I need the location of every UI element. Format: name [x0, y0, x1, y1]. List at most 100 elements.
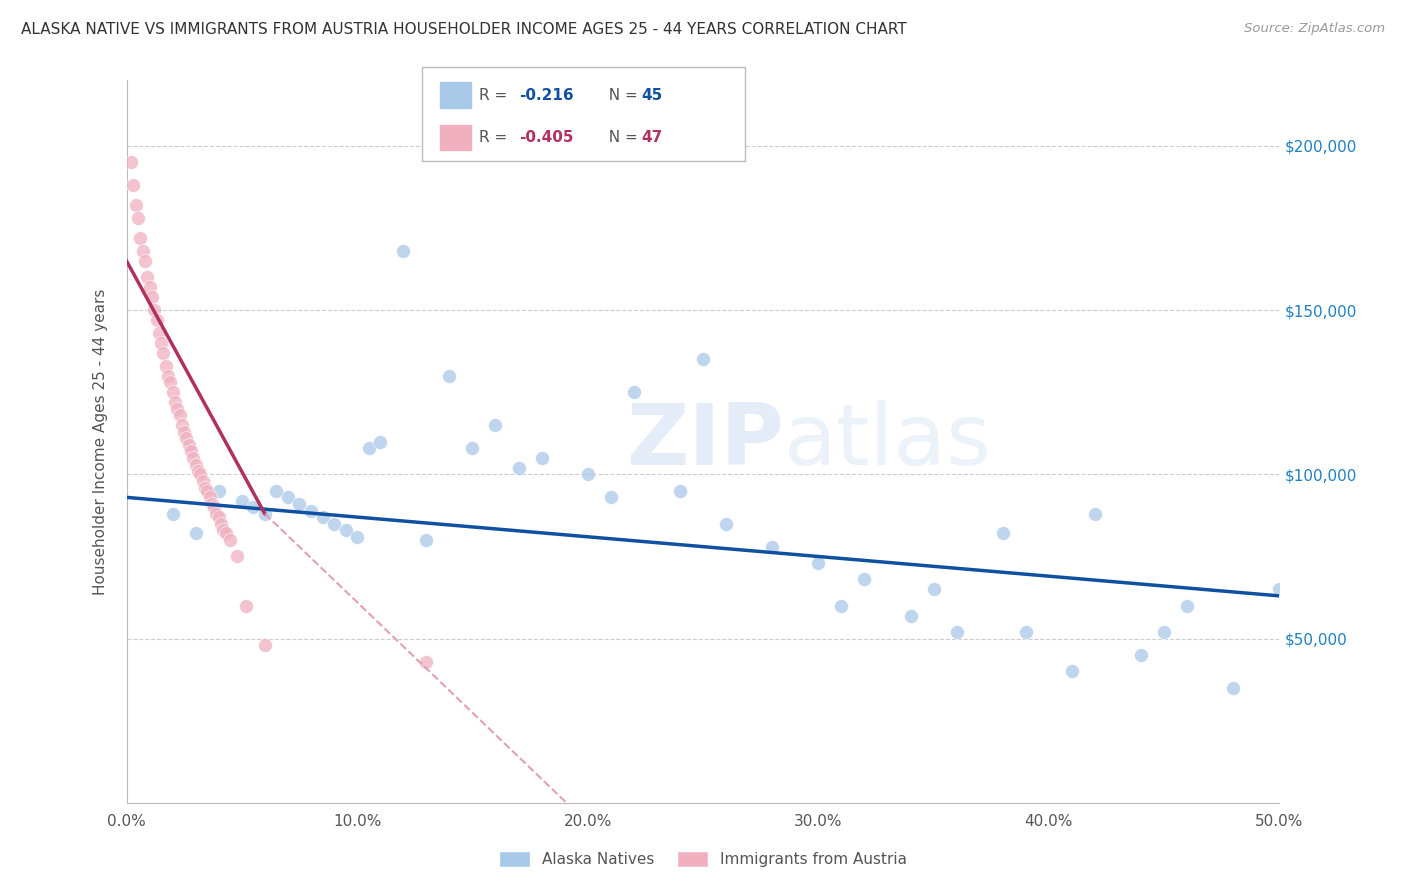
Point — [212, 523, 235, 537]
Point — [415, 655, 437, 669]
Text: atlas: atlas — [783, 400, 991, 483]
Point — [1060, 665, 1083, 679]
Point — [311, 510, 333, 524]
Point — [346, 530, 368, 544]
Point — [830, 599, 852, 613]
Point — [169, 409, 191, 423]
Point — [148, 326, 170, 341]
Point — [761, 540, 783, 554]
Point — [215, 526, 238, 541]
Text: R =: R = — [479, 130, 517, 145]
Point — [122, 178, 145, 193]
Point — [991, 526, 1014, 541]
Point — [439, 368, 461, 383]
Point — [159, 376, 181, 390]
Point — [129, 231, 152, 245]
Text: 47: 47 — [641, 130, 662, 145]
Point — [1084, 507, 1107, 521]
Point — [125, 198, 148, 212]
Point — [1175, 599, 1198, 613]
Point — [134, 253, 156, 268]
Point — [807, 556, 830, 570]
Point — [141, 290, 163, 304]
Point — [945, 625, 967, 640]
Point — [131, 244, 153, 258]
Point — [187, 464, 209, 478]
Legend: Alaska Natives, Immigrants from Austria: Alaska Natives, Immigrants from Austria — [492, 843, 914, 875]
Y-axis label: Householder Income Ages 25 - 44 years: Householder Income Ages 25 - 44 years — [93, 288, 108, 595]
Point — [266, 483, 288, 498]
Point — [155, 359, 177, 373]
Point — [623, 385, 645, 400]
Point — [120, 155, 142, 169]
Point — [692, 352, 714, 367]
Point — [484, 418, 506, 433]
Text: N =: N = — [599, 130, 643, 145]
Point — [177, 438, 200, 452]
Point — [392, 244, 415, 258]
Text: -0.405: -0.405 — [519, 130, 574, 145]
Point — [138, 280, 160, 294]
Point — [599, 491, 621, 505]
Point — [195, 483, 218, 498]
Text: ALASKA NATIVE VS IMMIGRANTS FROM AUSTRIA HOUSEHOLDER INCOME AGES 25 - 44 YEARS C: ALASKA NATIVE VS IMMIGRANTS FROM AUSTRIA… — [21, 22, 907, 37]
Point — [1222, 681, 1244, 695]
Text: ZIP: ZIP — [626, 400, 783, 483]
Point — [136, 270, 159, 285]
Point — [508, 460, 530, 475]
Point — [127, 211, 149, 226]
Point — [853, 573, 876, 587]
Point — [323, 516, 346, 531]
Point — [152, 346, 174, 360]
Point — [415, 533, 437, 547]
Text: 45: 45 — [641, 87, 662, 103]
Point — [184, 458, 207, 472]
Point — [201, 497, 224, 511]
Point — [205, 507, 228, 521]
Text: Source: ZipAtlas.com: Source: ZipAtlas.com — [1244, 22, 1385, 36]
Point — [1153, 625, 1175, 640]
Point — [176, 431, 198, 445]
Point — [202, 500, 225, 515]
Text: N =: N = — [599, 87, 643, 103]
Point — [226, 549, 249, 564]
Point — [368, 434, 391, 449]
Point — [198, 491, 221, 505]
Point — [163, 395, 186, 409]
Text: R =: R = — [479, 87, 517, 103]
Point — [235, 599, 257, 613]
Point — [194, 481, 217, 495]
Point — [288, 497, 311, 511]
Point — [150, 336, 173, 351]
Point — [166, 401, 188, 416]
Point — [162, 385, 184, 400]
Point — [180, 444, 202, 458]
Point — [219, 533, 242, 547]
Point — [184, 526, 207, 541]
Point — [162, 507, 184, 521]
Point — [530, 450, 553, 465]
Point — [714, 516, 737, 531]
Point — [183, 450, 205, 465]
Point — [1015, 625, 1038, 640]
Point — [208, 510, 231, 524]
Point — [576, 467, 599, 482]
Point — [231, 493, 253, 508]
Point — [253, 507, 276, 521]
Point — [900, 608, 922, 623]
Point — [277, 491, 299, 505]
Text: -0.216: -0.216 — [519, 87, 574, 103]
Point — [143, 303, 166, 318]
Point — [335, 523, 357, 537]
Point — [188, 467, 211, 482]
Point — [1130, 648, 1153, 662]
Point — [145, 313, 167, 327]
Point — [1268, 582, 1291, 597]
Point — [157, 368, 180, 383]
Point — [253, 638, 276, 652]
Point — [208, 483, 231, 498]
Point — [357, 441, 380, 455]
Point — [242, 500, 264, 515]
Point — [170, 418, 193, 433]
Point — [922, 582, 945, 597]
